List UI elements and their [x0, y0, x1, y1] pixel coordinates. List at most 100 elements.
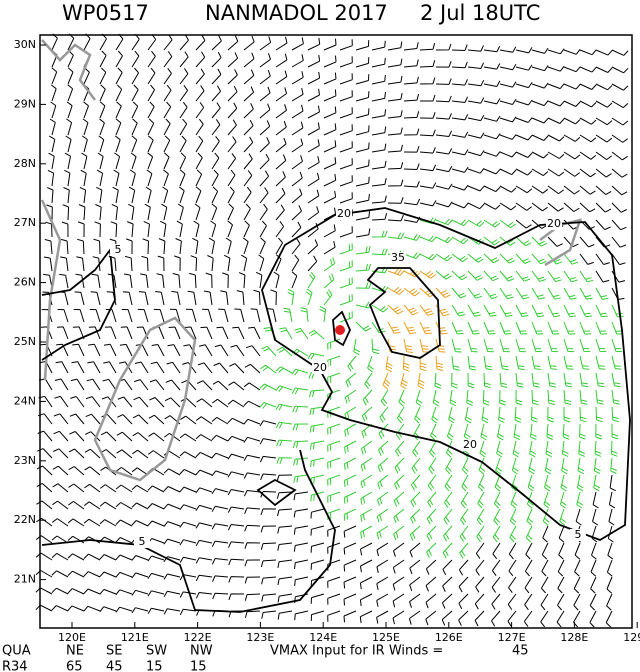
wind-barb — [275, 87, 288, 102]
wind-barb — [292, 405, 309, 413]
wind-barb — [35, 570, 53, 578]
wind-barb — [483, 98, 501, 105]
wind-barb — [131, 50, 140, 68]
wind-barb — [387, 162, 404, 170]
wind-barb — [547, 65, 565, 72]
wind-barb — [377, 457, 389, 473]
wind-barb — [483, 287, 498, 300]
wind-barb — [411, 457, 421, 474]
wind-barb — [606, 593, 613, 611]
wind-barb — [451, 166, 469, 173]
wind-barb — [531, 406, 538, 423]
wind-barb — [531, 270, 546, 282]
wind-barb — [165, 379, 181, 391]
wind-barb — [403, 252, 421, 260]
wind-barb — [99, 554, 117, 561]
wind-barb — [227, 169, 236, 187]
wind-barb — [419, 77, 436, 85]
wind-barb — [244, 576, 261, 584]
wind-barb — [515, 270, 531, 282]
wind-barb — [323, 123, 337, 136]
wind-barb — [524, 593, 533, 611]
wind-barb — [243, 186, 252, 204]
lon-label: 127E — [498, 631, 526, 644]
wind-barb — [147, 50, 156, 68]
wind-barb — [408, 610, 421, 625]
wind-barb — [595, 338, 607, 352]
wind-barb — [179, 504, 197, 511]
wind-barb — [211, 85, 222, 102]
wind-barb — [48, 152, 55, 170]
wind-barb — [327, 423, 341, 435]
wind-barb — [595, 389, 604, 405]
wind-barb — [211, 102, 221, 119]
wind-barb — [499, 270, 515, 282]
wind-barb — [96, 186, 103, 204]
wind-barb — [275, 154, 287, 170]
wind-barb — [179, 608, 197, 616]
wind-barb — [275, 120, 287, 136]
wind-barb — [308, 329, 325, 340]
wind-barb — [378, 440, 389, 456]
wind-barb — [497, 423, 504, 441]
wind-barb — [347, 355, 357, 372]
wind-barb — [275, 53, 288, 68]
wind-barb — [259, 203, 268, 221]
wind-barb — [193, 220, 200, 238]
wind-barb — [129, 169, 136, 187]
wind-barb — [459, 542, 469, 559]
wind-barb — [425, 593, 437, 609]
wind-barb — [419, 42, 436, 51]
wind-barb — [355, 321, 372, 332]
wind-barb — [211, 416, 229, 425]
wind-barb — [515, 355, 525, 371]
wind-barb — [458, 610, 469, 626]
wind-barb — [461, 474, 469, 492]
wind-barb — [227, 153, 237, 170]
wind-barb — [576, 491, 584, 509]
wind-barb — [76, 256, 85, 272]
wind-barb — [259, 402, 277, 409]
wind-barb — [355, 246, 371, 255]
wind-barb — [192, 237, 199, 255]
wind-barb — [419, 112, 436, 119]
wind-barb — [595, 49, 613, 56]
wind-barb — [410, 491, 421, 508]
wind-barb — [261, 345, 277, 357]
wind-barb — [276, 457, 293, 464]
lon-label: 124E — [309, 631, 337, 644]
wind-barb — [275, 204, 285, 221]
wind-barb — [367, 355, 374, 373]
wind-barb — [344, 440, 357, 454]
wind-barb — [138, 291, 149, 306]
wind-barb — [147, 520, 165, 527]
wind-barb — [443, 491, 453, 508]
wind-barb — [377, 474, 389, 490]
wind-barb — [227, 136, 237, 153]
wind-barb — [293, 525, 309, 535]
wind-barb — [179, 521, 197, 528]
coastline — [40, 199, 62, 381]
wind-barb — [227, 506, 245, 513]
wind-barb — [277, 576, 293, 586]
table-cell: R34 — [2, 660, 28, 672]
wind-barb — [37, 448, 53, 459]
wind-barb — [216, 326, 229, 340]
wind-barb — [360, 559, 373, 573]
wind-barb — [515, 202, 533, 211]
table-cell: 15 — [146, 660, 163, 672]
wind-barb — [195, 102, 205, 119]
wind-barb — [291, 155, 303, 170]
wind-barb — [355, 108, 370, 119]
wind-barb — [576, 474, 584, 492]
wind-barb — [213, 362, 229, 374]
wind-barb — [134, 361, 149, 374]
wind-barb — [83, 553, 101, 561]
wind-barb — [547, 406, 554, 423]
wind-barb — [228, 381, 245, 391]
wind-barb — [81, 135, 88, 153]
wind-barb — [483, 151, 501, 157]
lat-label: 28N — [14, 157, 36, 170]
wind-barb — [579, 117, 597, 125]
wind-barb — [180, 415, 197, 425]
